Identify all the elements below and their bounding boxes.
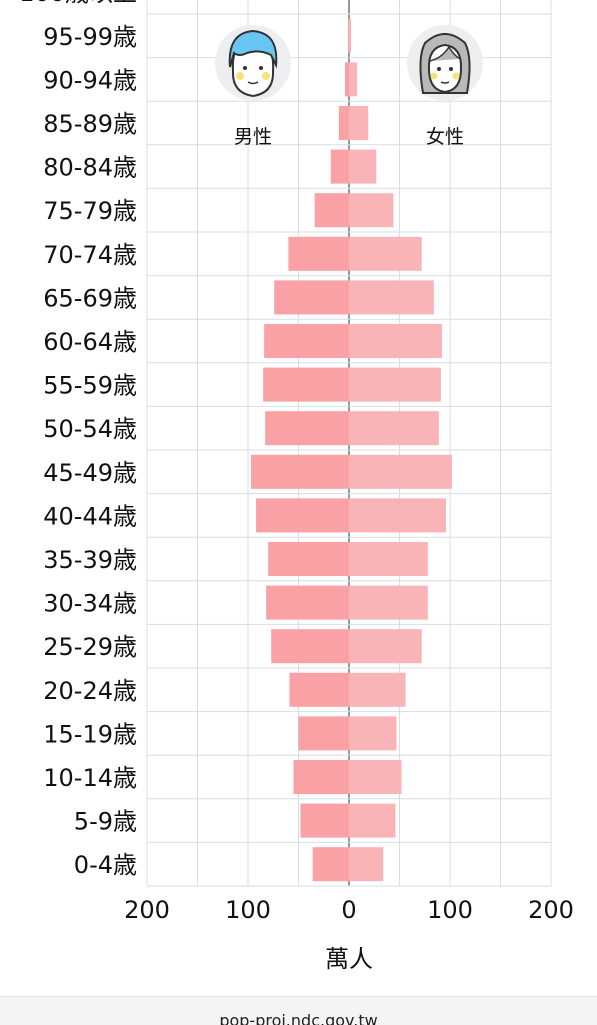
bar-male-70-74歳 xyxy=(288,236,349,271)
age-label: 65-69歳 xyxy=(43,284,137,312)
bar-female-5-9歳 xyxy=(349,803,396,838)
bar-female-80-84歳 xyxy=(349,149,377,184)
age-label: 75-79歳 xyxy=(43,197,137,225)
bar-female-85-89歳 xyxy=(349,106,369,140)
bar-male-40-44歳 xyxy=(256,498,349,533)
age-label: 70-74歳 xyxy=(43,241,137,269)
bar-male-10-14歳 xyxy=(293,760,349,794)
age-label: 60-64歳 xyxy=(43,328,137,356)
bar-male-30-34歳 xyxy=(266,585,349,620)
bar-female-75-79歳 xyxy=(349,193,394,228)
x-tick-label: 100 xyxy=(427,896,473,924)
bar-female-65-69歳 xyxy=(349,280,434,315)
male-avatar-icon xyxy=(215,25,291,101)
bar-male-15-19歳 xyxy=(298,716,349,751)
bar-male-20-24歳 xyxy=(289,672,349,707)
age-label: 90-94歳 xyxy=(43,66,137,94)
bar-male-75-79歳 xyxy=(314,193,349,228)
population-pyramid-chart: 0-4歳 5-9歳 10-14歳 15-19歳 20-24歳 25-29歳 30-34歳 35… xyxy=(19,0,574,973)
age-label: 0-4歳 xyxy=(74,851,137,879)
chart-bars xyxy=(251,18,453,882)
age-label: 95-99歳 xyxy=(43,23,137,51)
footer-bar: pop-proj.ndc.gov.tw xyxy=(0,996,597,1025)
x-tick-label: 200 xyxy=(124,896,170,924)
x-tick-label: 0 xyxy=(341,896,356,924)
age-label: 100歳以上 xyxy=(19,0,137,7)
age-label: 15-19歳 xyxy=(43,720,137,748)
age-label: 50-54歳 xyxy=(43,415,137,443)
age-label: 35-39歳 xyxy=(43,546,137,574)
x-axis-label: 萬人 xyxy=(325,945,373,973)
x-tick-label: 200 xyxy=(528,896,574,924)
bar-male-85-89歳 xyxy=(338,106,349,140)
bar-male-45-49歳 xyxy=(251,454,349,489)
chart-grid xyxy=(146,0,552,887)
bar-female-45-49歳 xyxy=(349,454,453,489)
bar-female-25-29歳 xyxy=(349,629,422,664)
legend-female: 女性 xyxy=(407,25,483,148)
age-label: 30-34歳 xyxy=(43,590,137,618)
source-url: pop-proj.ndc.gov.tw xyxy=(219,1011,378,1025)
legend-male: 男性 xyxy=(215,25,291,148)
bar-male-55-59歳 xyxy=(263,367,349,402)
bar-male-0-4歳 xyxy=(312,847,349,882)
bar-male-25-29歳 xyxy=(271,629,349,664)
bar-female-95-99歳 xyxy=(349,18,352,53)
age-label: 85-89歳 xyxy=(43,110,137,138)
bar-male-80-84歳 xyxy=(330,149,349,184)
age-label: 80-84歳 xyxy=(43,154,137,182)
x-tick-label: 100 xyxy=(225,896,271,924)
age-label: 10-14歳 xyxy=(43,764,137,792)
x-axis-ticks: 200 100 0 100 200 xyxy=(124,896,574,924)
bar-female-0-4歳 xyxy=(349,847,384,882)
age-label: 25-29歳 xyxy=(43,633,137,661)
bar-female-40-44歳 xyxy=(349,498,446,533)
bar-male-5-9歳 xyxy=(300,803,349,838)
age-label: 20-24歳 xyxy=(43,677,137,705)
bar-female-50-54歳 xyxy=(349,411,439,446)
age-group-labels: 0-4歳 5-9歳 10-14歳 15-19歳 20-24歳 25-29歳 30-34歳 35… xyxy=(19,0,137,879)
age-label: 55-59歳 xyxy=(43,372,137,400)
bar-female-55-59歳 xyxy=(349,367,441,402)
legend-female-label: 女性 xyxy=(426,126,464,148)
bar-male-60-64歳 xyxy=(264,324,349,358)
bar-female-60-64歳 xyxy=(349,324,442,358)
bar-female-20-24歳 xyxy=(349,672,406,707)
bar-female-30-34歳 xyxy=(349,585,428,620)
bar-female-90-94歳 xyxy=(349,62,358,97)
age-label: 5-9歳 xyxy=(74,808,137,836)
bar-female-15-19歳 xyxy=(349,716,397,751)
age-label: 45-49歳 xyxy=(43,459,137,487)
legend-male-label: 男性 xyxy=(234,126,272,148)
bar-female-70-74歳 xyxy=(349,236,422,271)
bar-male-65-69歳 xyxy=(274,280,349,315)
bar-female-35-39歳 xyxy=(349,542,428,576)
bar-male-90-94歳 xyxy=(344,62,349,97)
bar-male-50-54歳 xyxy=(265,411,349,446)
female-avatar-icon xyxy=(407,25,483,101)
age-label: 40-44歳 xyxy=(43,502,137,530)
bar-male-35-39歳 xyxy=(268,542,349,576)
bar-female-10-14歳 xyxy=(349,760,402,794)
bar-male-95-99歳 xyxy=(347,18,349,53)
